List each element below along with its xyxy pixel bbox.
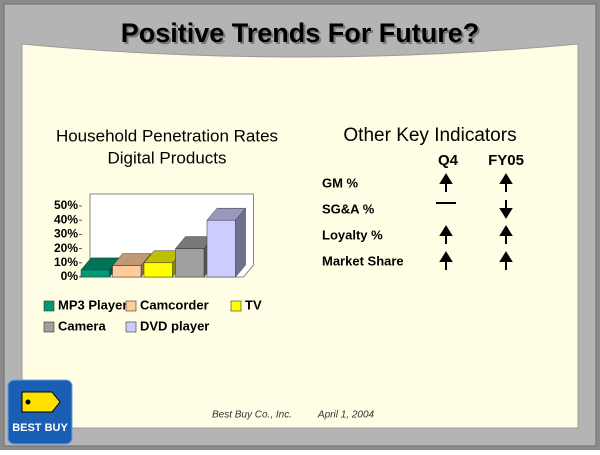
- legend-swatch: [43, 321, 55, 333]
- arrow-head: [439, 251, 453, 262]
- legend-label: TV: [245, 297, 262, 312]
- legend-label: DVD player: [140, 318, 209, 333]
- row-label: GM %: [322, 175, 359, 190]
- bar: [175, 248, 205, 278]
- bar: [143, 262, 173, 278]
- title-shadow: Positive Trends For Future?: [123, 20, 482, 50]
- logo-text: BEST BUY: [12, 422, 68, 434]
- plot: 0%10%20%30%40%50%: [54, 193, 254, 283]
- y-tick-label: 0%: [61, 269, 79, 283]
- chart-title: Household Penetration Rates: [56, 126, 278, 145]
- chart-title: Digital Products: [107, 148, 226, 167]
- bar: [80, 269, 110, 278]
- bar: [206, 219, 236, 278]
- arrow-head: [499, 251, 513, 262]
- y-tick-label: 40%: [54, 212, 78, 226]
- legend-swatch: [230, 300, 242, 312]
- legend-label: MP3 Player: [58, 297, 127, 312]
- y-tick-label: 30%: [54, 227, 78, 241]
- slide-title: Positive Trends For Future?: [121, 18, 480, 48]
- legend-label: Camcorder: [140, 297, 209, 312]
- arrow-head: [439, 225, 453, 236]
- legend-swatch: [43, 300, 55, 312]
- footer-date: April 1, 2004: [317, 410, 375, 421]
- row-label: Loyalty %: [322, 227, 383, 242]
- row-label: Market Share: [322, 253, 404, 268]
- legend: MP3 Player Camcorder TV Camera DVD player: [43, 297, 262, 333]
- indicators-title: Other Key Indicators: [343, 125, 516, 146]
- arrow-head: [439, 173, 453, 184]
- content-panel: [21, 43, 579, 429]
- indicator-icons: [436, 173, 513, 270]
- arrow-head: [499, 173, 513, 184]
- legend-swatch: [125, 300, 137, 312]
- footer-company: Best Buy Co., Inc.: [212, 410, 292, 421]
- y-tick-label: 10%: [54, 255, 78, 269]
- y-tick-label: 20%: [54, 241, 78, 255]
- y-tick-label: 50%: [54, 198, 78, 212]
- row-label: SG&A %: [322, 201, 375, 216]
- bar: [112, 265, 142, 278]
- logo-hole: [25, 399, 31, 405]
- arrow-head: [499, 208, 513, 219]
- column-header: Q4: [438, 152, 459, 169]
- legend-label: Camera: [58, 318, 106, 333]
- logo-tag: [21, 391, 61, 413]
- column-header: FY05: [488, 152, 524, 169]
- arrow-head: [499, 225, 513, 236]
- legend-swatch: [125, 321, 137, 333]
